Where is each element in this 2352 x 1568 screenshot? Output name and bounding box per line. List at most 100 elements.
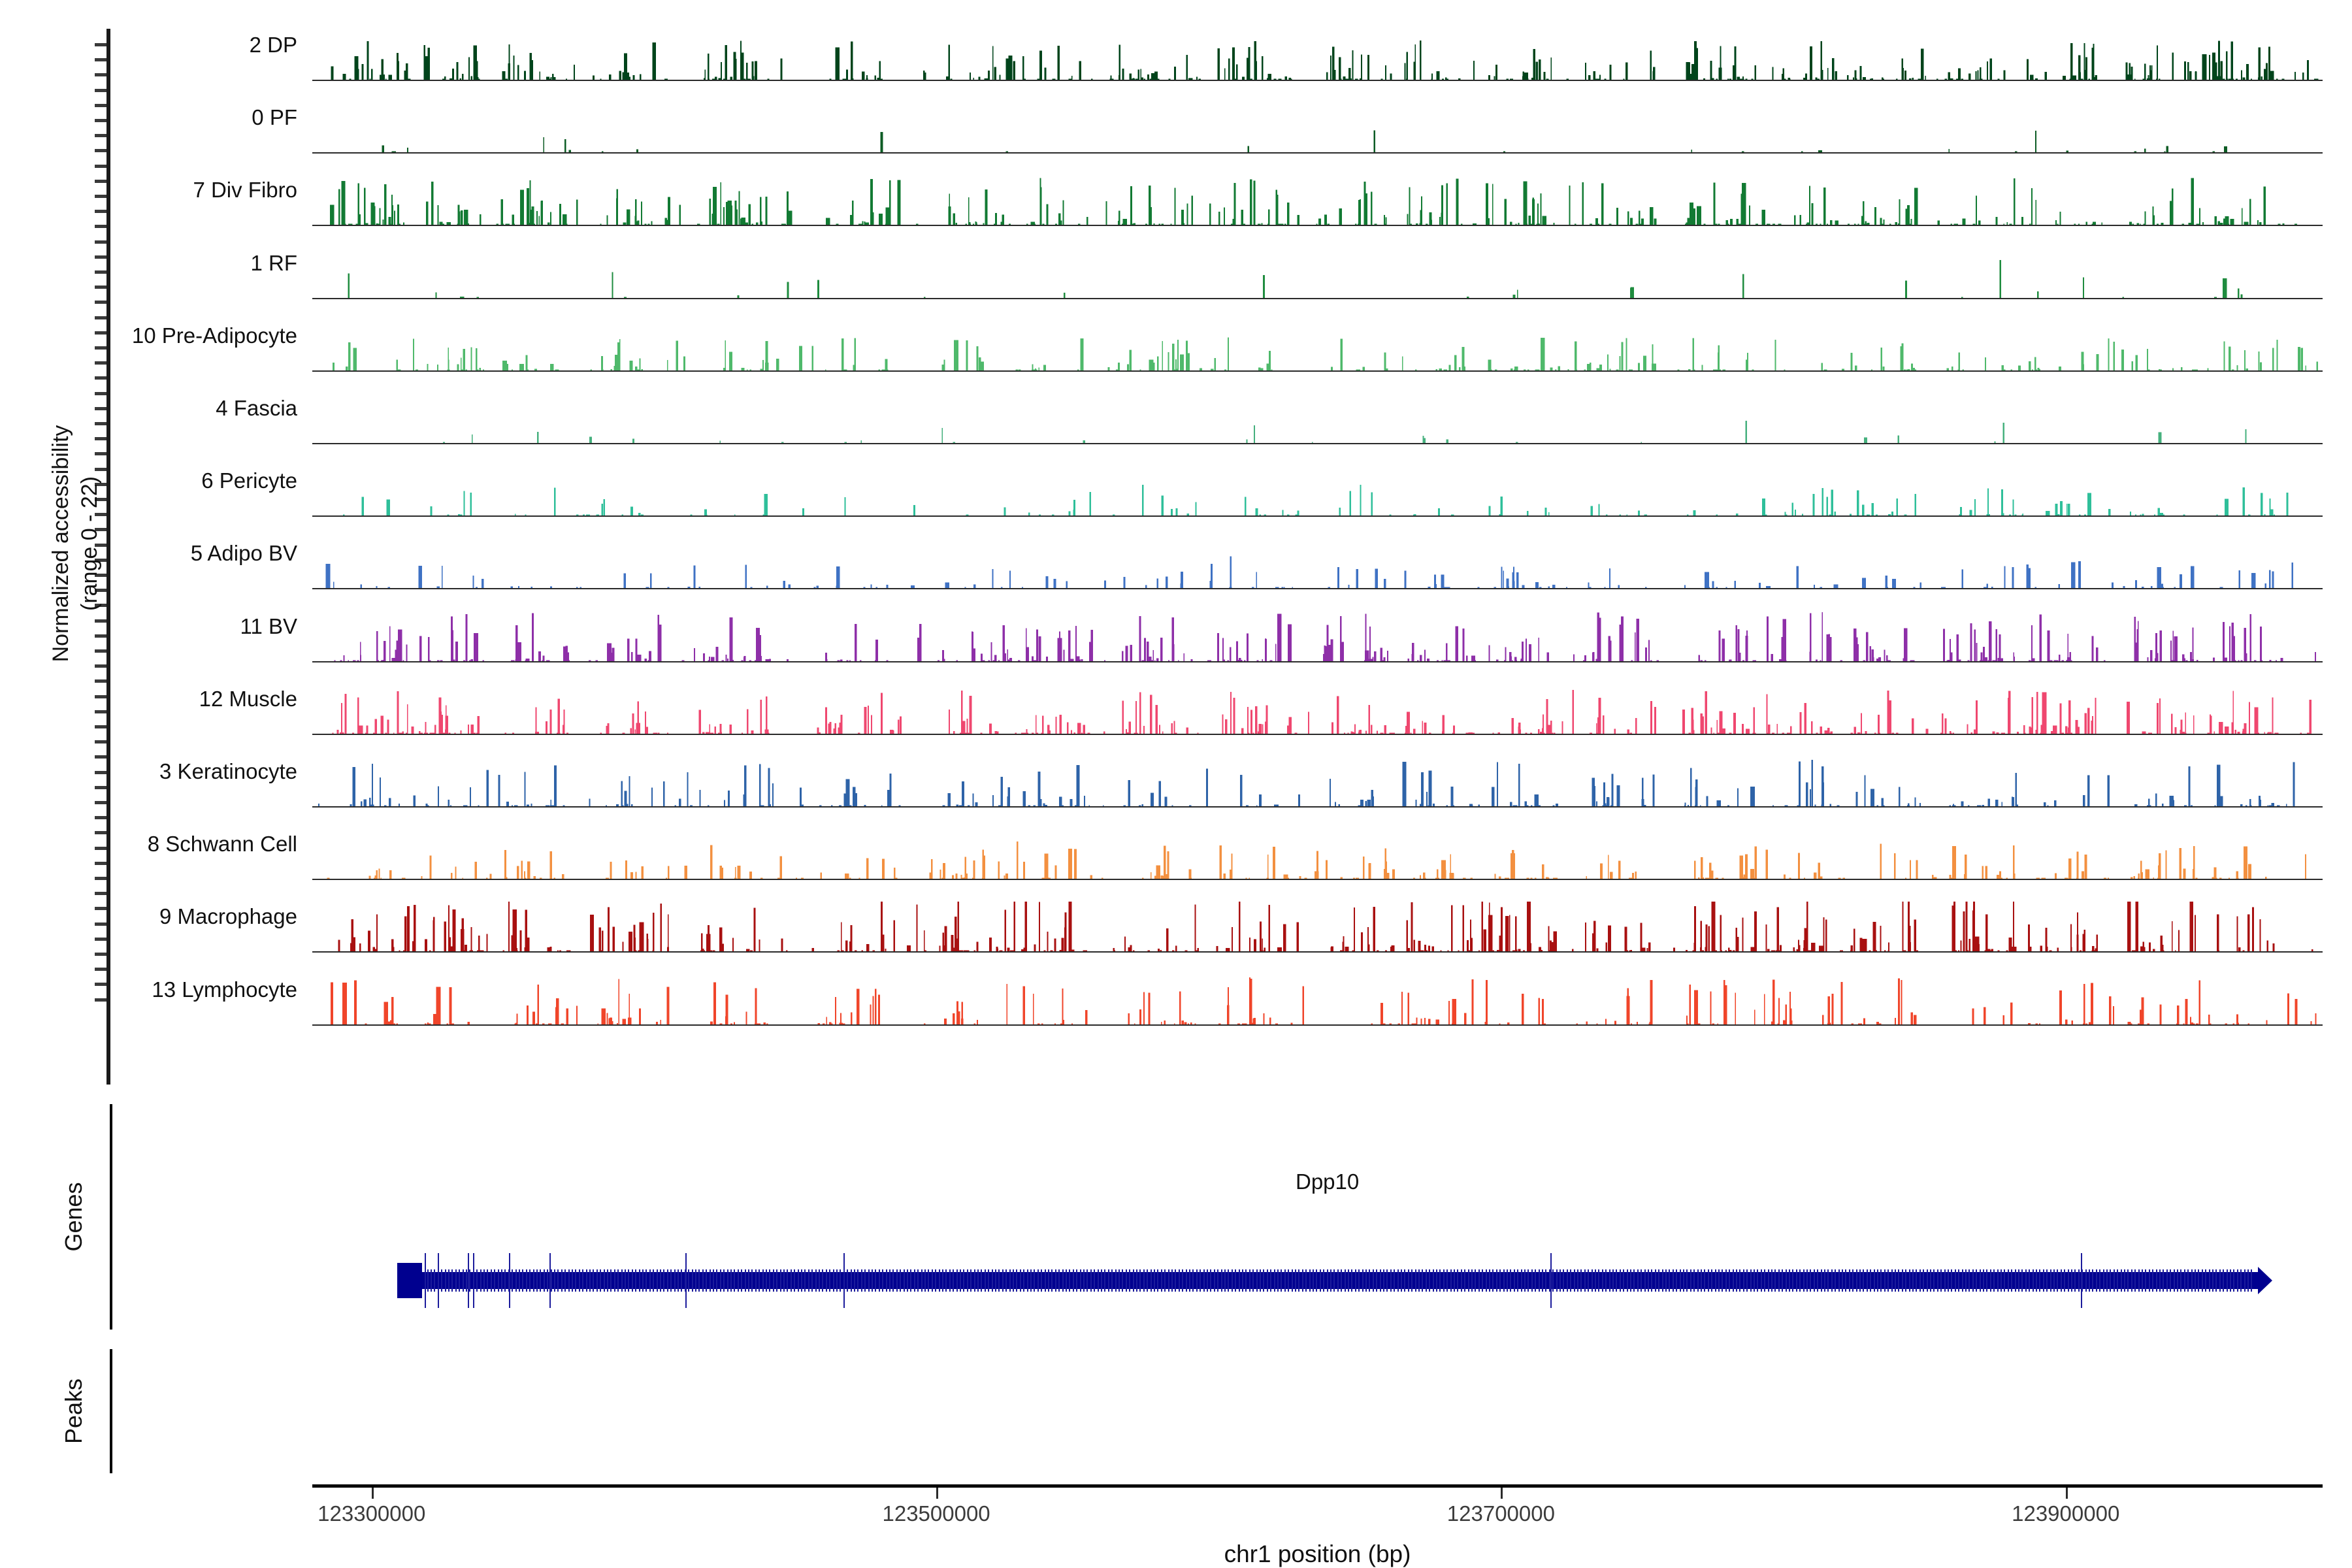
gene-strand-tick — [2240, 1269, 2242, 1292]
gene-strand-tick — [1644, 1269, 1646, 1292]
gene-strand-tick — [860, 1269, 862, 1292]
gene-strand-tick — [1972, 1269, 1974, 1292]
gene-strand-tick — [1231, 1269, 1233, 1292]
gene-strand-tick — [1119, 1269, 1120, 1292]
gene-strand-tick — [1323, 1269, 1325, 1292]
gene-strand-tick — [589, 1269, 591, 1292]
gene-strand-tick — [2198, 1269, 2200, 1292]
gene-strand-tick — [645, 1269, 647, 1292]
gene-strand-tick — [885, 1269, 887, 1292]
gene-strand-tick — [723, 1269, 725, 1292]
gene-strand-tick — [593, 1269, 595, 1292]
track-label-2-dp: 2 DP — [249, 33, 297, 57]
gene-strand-tick — [515, 1269, 517, 1292]
y-axis-tick — [95, 406, 106, 410]
gene-strand-tick — [536, 1269, 538, 1292]
gene-strand-tick — [1436, 1269, 1437, 1292]
gene-strand-tick — [1454, 1269, 1455, 1292]
gene-strand-tick — [2134, 1269, 2136, 1292]
gene-strand-tick — [984, 1269, 986, 1292]
gene-strand-tick — [1754, 1269, 1755, 1292]
gene-strand-tick — [649, 1269, 651, 1292]
gene-strand-tick — [1467, 1269, 1469, 1292]
gene-strand-tick — [949, 1269, 951, 1292]
y-axis-tick — [95, 816, 106, 820]
gene-strand-tick — [678, 1269, 679, 1292]
gene-strand-tick — [1835, 1269, 1837, 1292]
gene-strand-tick — [1220, 1269, 1222, 1292]
gene-strand-tick — [1097, 1269, 1099, 1292]
gene-strand-tick — [903, 1269, 905, 1292]
gene-strand-tick — [483, 1269, 485, 1292]
gene-exon-tick — [467, 1253, 469, 1308]
gene-strand-tick — [1337, 1269, 1339, 1292]
gene-strand-tick — [787, 1269, 789, 1292]
gene-strand-tick — [1556, 1269, 1558, 1292]
gene-strand-tick — [945, 1269, 947, 1292]
gene-strand-tick — [1407, 1269, 1409, 1292]
gene-strand-tick — [1394, 1269, 1396, 1292]
gene-strand-tick — [1284, 1269, 1286, 1292]
gene-strand-tick — [2152, 1269, 2154, 1292]
gene-strand-tick — [2046, 1269, 2048, 1292]
y-axis-tick — [95, 452, 106, 456]
gene-strand-tick — [2092, 1269, 2094, 1292]
coverage-track: 13 Lymphocyte — [0, 0, 2352, 1026]
gene-strand-tick — [1580, 1269, 1582, 1292]
gene-strand-tick — [1852, 1269, 1854, 1292]
gene-strand-tick — [1548, 1269, 1550, 1292]
track-baseline — [312, 733, 2323, 735]
gene-strand-tick — [1313, 1269, 1314, 1292]
gene-strand-tick — [2219, 1269, 2221, 1292]
track-label-3-keratinocyte: 3 Keratinocyte — [159, 759, 297, 783]
gene-strand-tick — [1722, 1269, 1723, 1292]
gene-strand-tick — [2173, 1269, 2175, 1292]
track-label-0-pf: 0 PF — [252, 105, 297, 130]
gene-strand-tick — [2226, 1269, 2228, 1292]
gene-strand-tick — [1143, 1269, 1145, 1292]
gene-strand-tick — [882, 1269, 884, 1292]
gene-strand-tick — [625, 1269, 626, 1292]
gene-strand-tick — [2223, 1269, 2225, 1292]
gene-strand-tick — [1005, 1269, 1007, 1292]
gene-strand-tick — [1630, 1269, 1631, 1292]
gene-strand-tick — [1785, 1269, 1787, 1292]
gene-strand-tick — [1386, 1269, 1388, 1292]
gene-strand-tick — [1175, 1269, 1177, 1292]
gene-strand-tick — [2244, 1269, 2246, 1292]
x-axis-tick — [1501, 1488, 1503, 1499]
gene-strand-tick — [2036, 1269, 2037, 1292]
gene-strand-tick — [1697, 1269, 1699, 1292]
gene-strand-tick — [1291, 1269, 1293, 1292]
gene-strand-tick — [953, 1269, 955, 1292]
gene-strand-tick — [1210, 1269, 1212, 1292]
gene-strand-tick — [1845, 1269, 1847, 1292]
y-axis-tick — [95, 710, 106, 713]
gene-strand-tick — [2145, 1269, 2147, 1292]
track-baseline — [312, 588, 2323, 590]
gene-strand-tick — [596, 1269, 598, 1292]
gene-strand-tick — [1930, 1269, 1931, 1292]
gene-strand-tick — [1651, 1269, 1653, 1292]
y-axis-tick — [95, 664, 106, 668]
gene-strand-tick — [1044, 1269, 1046, 1292]
gene-strand-tick — [779, 1269, 781, 1292]
gene-strand-tick — [1009, 1269, 1011, 1292]
gene-strand-tick — [1086, 1269, 1088, 1292]
gene-strand-tick — [744, 1269, 746, 1292]
gene-strand-tick — [716, 1269, 718, 1292]
track-baseline — [312, 152, 2323, 154]
gene-strand-tick — [1605, 1269, 1607, 1292]
gene-strand-tick — [1301, 1269, 1303, 1292]
gene-strand-tick — [1054, 1269, 1056, 1292]
gene-strand-tick — [1803, 1269, 1805, 1292]
gene-strand-tick — [864, 1269, 866, 1292]
gene-strand-tick — [1908, 1269, 1910, 1292]
track-baseline — [312, 80, 2323, 81]
gene-strand-tick — [2215, 1269, 2217, 1292]
gene-strand-tick — [543, 1269, 545, 1292]
gene-strand-tick — [1362, 1269, 1364, 1292]
gene-strand-tick — [501, 1269, 502, 1292]
gene-strand-tick — [1598, 1269, 1600, 1292]
gene-strand-tick — [1507, 1269, 1508, 1292]
